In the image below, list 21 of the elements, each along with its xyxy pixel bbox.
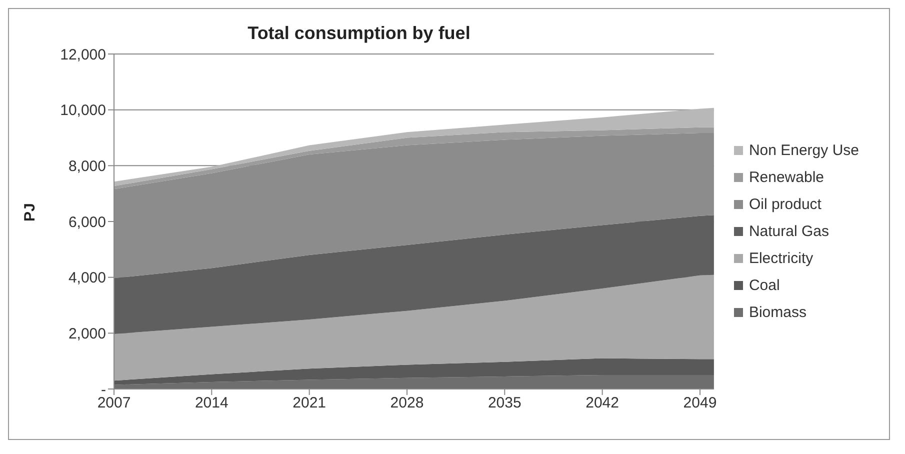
legend-label: Coal xyxy=(748,277,780,294)
y-tick-label: 6,000 xyxy=(68,214,106,231)
legend-label: Non Energy Use xyxy=(748,142,859,159)
x-tick-label: 2028 xyxy=(390,394,424,412)
legend-label: Electricity xyxy=(748,250,814,267)
y-tick-label: 8,000 xyxy=(68,158,106,175)
x-tick-label: 2021 xyxy=(292,394,326,412)
y-tick-label: 12,000 xyxy=(60,46,106,64)
y-axis-title: PJ xyxy=(21,203,38,222)
y-tick-label: 2,000 xyxy=(68,325,106,342)
x-tick-label: 2014 xyxy=(194,394,228,412)
y-tick-label: 10,000 xyxy=(60,102,106,120)
legend-label: Oil product xyxy=(748,196,822,213)
legend-label: Renewable xyxy=(748,169,824,186)
x-tick-label: 2042 xyxy=(586,394,620,412)
x-tick-label: 2049 xyxy=(683,394,717,412)
y-tick-label: 4,000 xyxy=(68,270,106,287)
chart-title: Total consumption by fuel xyxy=(246,23,472,44)
legend-label: Natural Gas xyxy=(748,223,829,240)
x-tick-label: 2035 xyxy=(488,394,522,412)
legend-label: Biomass xyxy=(748,304,806,321)
